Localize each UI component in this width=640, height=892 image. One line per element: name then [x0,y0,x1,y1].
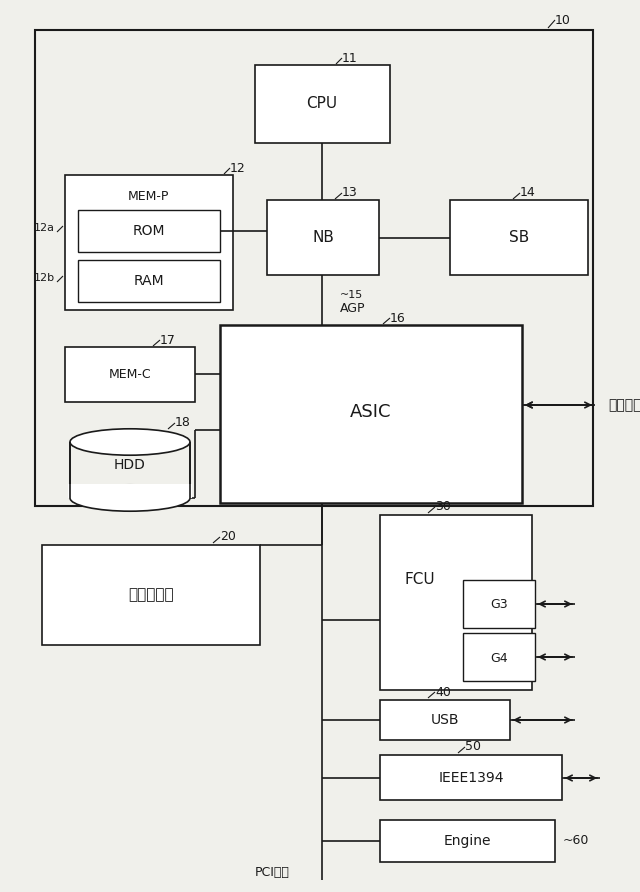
Text: G4: G4 [490,651,508,665]
Bar [68,483,192,498]
Text: IEEE1394: IEEE1394 [438,771,504,785]
Bar [35,30,593,506]
Bar [220,325,522,503]
Bar [78,260,220,302]
Text: CPU: CPU [307,96,337,112]
Text: ~60: ~60 [563,835,589,847]
Text: NB: NB [312,230,334,245]
Text: FCU: FCU [404,573,435,588]
Text: SB: SB [509,230,529,245]
Bar [255,65,390,143]
Bar [78,210,220,252]
Text: 12b: 12b [34,273,55,283]
Text: PCIバス: PCIバス [255,866,290,880]
Text: 30: 30 [435,500,451,514]
Text: RAM: RAM [134,274,164,288]
Text: 10: 10 [555,13,571,27]
Text: セントロ: セントロ [608,398,640,412]
Bar [267,200,379,275]
Text: 40: 40 [435,685,451,698]
Bar [65,175,233,310]
Bar [380,515,532,690]
Ellipse shape [70,484,190,511]
Text: ~15: ~15 [340,290,364,300]
Bar [463,633,535,681]
Bar [380,820,555,862]
Text: 12a: 12a [34,223,55,233]
Text: Engine: Engine [444,834,491,848]
Text: MEM-P: MEM-P [127,189,169,202]
Text: 11: 11 [342,52,358,64]
Bar [450,200,588,275]
Bar [380,700,510,740]
Text: ROM: ROM [132,224,165,238]
Text: 20: 20 [220,531,236,543]
Text: 12: 12 [230,161,246,175]
Bar [380,755,562,800]
Bar [463,580,535,628]
Text: ASIC: ASIC [350,403,392,421]
Text: MEM-C: MEM-C [109,368,151,382]
Text: 操作表示部: 操作表示部 [128,588,174,602]
Bar [42,545,260,645]
Text: G3: G3 [490,599,508,612]
Text: 17: 17 [160,334,176,346]
Text: 50: 50 [465,740,481,754]
Text: USB: USB [431,713,460,727]
Text: 16: 16 [390,311,406,325]
Text: 13: 13 [342,186,358,200]
Text: HDD: HDD [114,458,146,472]
Text: 14: 14 [520,186,536,200]
Text: AGP: AGP [340,301,365,315]
Ellipse shape [70,429,190,455]
Bar [65,347,195,402]
Text: 18: 18 [175,417,191,430]
